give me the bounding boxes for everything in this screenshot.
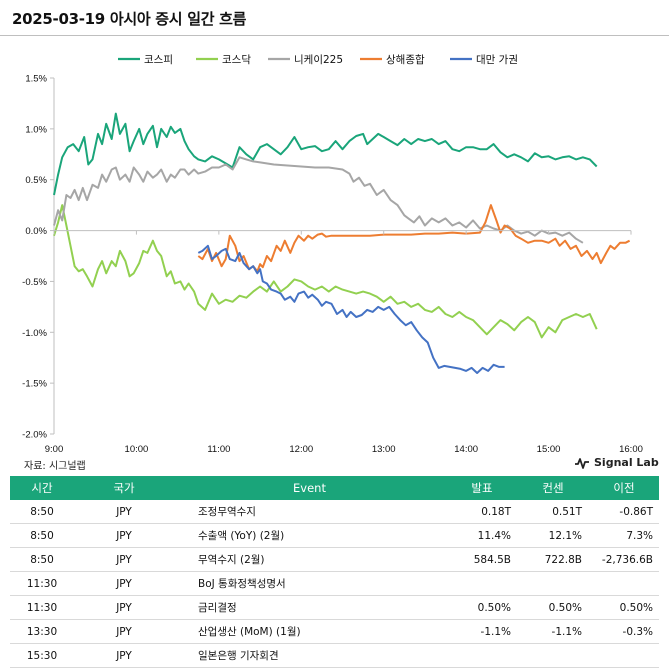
cell-actual: 0.18T [446,500,517,524]
chart-legend: 코스피 코스닥 니케이225 상해종합 대만 가권 [118,53,518,66]
cell-country: JPY [74,571,174,596]
cell-event: 산업생산 (MoM) (1월) [174,619,446,644]
cell-consensus: 12.1% [517,523,588,548]
cell-event: 일본은행 기자회견 [174,643,446,668]
y-tick-label: -0.5% [22,277,47,288]
cell-previous [588,571,659,596]
cell-time: 15:30 [10,643,74,668]
x-tick-label: 10:00 [125,444,149,455]
cell-consensus: 0.50% [517,595,588,620]
chart-series [53,112,631,374]
cell-time: 8:50 [10,500,74,524]
cell-previous: -2,736.6B [588,547,659,572]
page-title: 2025-03-19 아시아 증시 일간 흐름 [12,10,247,28]
cell-previous [588,643,659,668]
cell-country: JPY [74,643,174,668]
column-header-actual: 발표 [446,476,517,500]
series-line-1 [53,204,598,339]
legend-label: 상해종합 [386,53,425,66]
column-header-consensus: 컨센 [517,476,588,500]
y-tick-label: 1.0% [25,124,47,135]
legend-label: 코스닥 [222,54,251,66]
x-tick-label: 13:00 [372,444,396,455]
cell-previous: 0.50% [588,595,659,620]
table-row: 13:30 JPY 산업생산 (MoM) (1월) -1.1% -1.1% -0.3% [10,619,659,644]
title-divider [0,35,669,36]
cell-event: 조정무역수지 [174,500,446,524]
cell-actual [446,643,517,668]
cell-consensus [517,571,588,596]
cell-previous: -0.3% [588,619,659,644]
cell-event: 금리결정 [174,595,446,620]
cell-time: 13:30 [10,619,74,644]
cell-time: 8:50 [10,523,74,548]
cell-event: 수출액 (YoY) (2월) [174,523,446,548]
y-tick-label: 1.5% [25,74,47,85]
column-header-event: Event [174,476,446,500]
series-line-3 [197,204,631,273]
economic-events-table: 시간 국가 Event 발표 컨센 이전 8:50 JPY 조정무역수지 0.18T 0… [10,476,659,668]
cell-country: JPY [74,619,174,644]
cell-country: JPY [74,523,174,548]
table-row: 8:50 JPY 무역수지 (2월) 584.5B 722.8B -2,736.6B [10,547,659,572]
x-tick-label: 14:00 [454,444,478,455]
signal-wave-icon [575,457,589,469]
y-tick-label: -1.0% [22,328,47,339]
x-tick-label: 9:00 [45,444,64,455]
cell-time: 8:50 [10,547,74,572]
legend-label: 대만 가권 [476,54,518,66]
y-tick-label: 0.0% [25,226,47,237]
logo-text: Signal Lab [594,456,659,469]
table-row: 11:30 JPY 금리결정 0.50% 0.50% 0.50% [10,595,659,620]
cell-actual: 0.50% [446,595,517,620]
cell-event: 무역수지 (2월) [174,547,446,572]
cell-consensus [517,643,588,668]
cell-country: JPY [74,547,174,572]
cell-consensus: -1.1% [517,619,588,644]
legend-label: 코스피 [144,54,173,66]
signal-lab-logo: Signal Lab [574,456,659,469]
table-row: 8:50 JPY 수출액 (YoY) (2월) 11.4% 12.1% 7.3% [10,523,659,548]
cell-consensus: 0.51T [517,500,588,524]
series-line-2 [53,156,584,244]
cell-actual [446,571,517,596]
cell-actual: -1.1% [446,619,517,644]
cell-time: 11:30 [10,595,74,620]
cell-country: JPY [74,595,174,620]
x-tick-label: 12:00 [289,444,313,455]
line-chart: 코스피 코스닥 니케이225 상해종합 대만 가권 1.5% 1.0% 0.5% 0.0% -0… [22,53,643,455]
column-header-country: 국가 [74,476,174,500]
cell-consensus: 722.8B [517,547,588,572]
cell-previous: 7.3% [588,523,659,548]
series-line-4 [197,244,505,374]
legend-label: 니케이225 [294,54,343,66]
table-row: 11:30 JPY BoJ 통화정책성명서 [10,571,659,596]
cell-country: JPY [74,500,174,524]
y-tick-label: -1.5% [22,379,47,390]
x-tick-label: 16:00 [619,444,643,455]
x-tick-label: 11:00 [207,444,230,455]
y-axis: 1.5% 1.0% 0.5% 0.0% -0.5% -1.0% -1.5% -2.0% [22,74,55,441]
cell-actual: 11.4% [446,523,517,548]
table-row: 8:50 JPY 조정무역수지 0.18T 0.51T -0.86T [10,500,659,524]
cell-previous: -0.86T [588,500,659,524]
series-line-0 [53,112,598,196]
x-axis: 9:00 10:00 11:00 12:00 13:00 14:00 15:00 16:00 [45,230,643,455]
source-note: 자료: 시그널랩 [24,461,86,472]
cell-actual: 584.5B [446,547,517,572]
cell-time: 11:30 [10,571,74,596]
x-tick-label: 15:00 [537,444,561,455]
y-tick-label: -2.0% [22,430,47,441]
table-row: 15:30 JPY 일본은행 기자회견 [10,643,659,668]
y-tick-label: 0.5% [25,175,47,186]
column-header-time: 시간 [10,476,74,500]
column-header-previous: 이전 [588,476,659,500]
table-header-row: 시간 국가 Event 발표 컨센 이전 [10,476,659,500]
cell-event: BoJ 통화정책성명서 [174,571,446,596]
